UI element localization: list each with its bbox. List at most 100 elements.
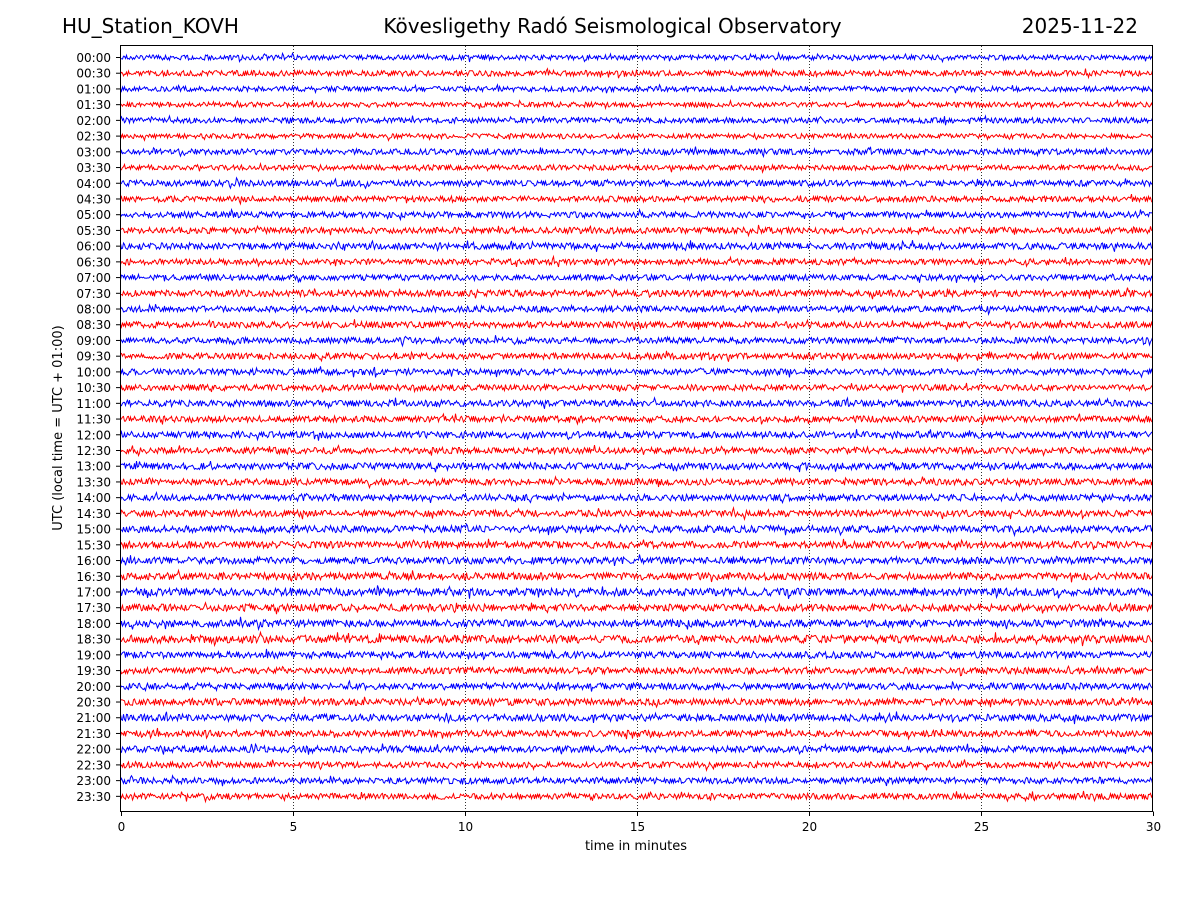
y-tick-label: 02:30 [76, 130, 111, 144]
y-tick-label: 20:30 [76, 696, 111, 710]
trace-2030 [120, 695, 1153, 709]
trace-1830 [120, 630, 1153, 648]
trace-0000 [120, 51, 1153, 64]
date-label: 2025-11-22 [1021, 14, 1138, 38]
y-tick-label: 15:00 [76, 523, 111, 537]
y-tick-label: 07:00 [76, 271, 111, 285]
trace-2200 [120, 742, 1153, 756]
trace-0300 [120, 146, 1153, 159]
plot-frame [120, 45, 1153, 812]
chart-title: Kövesligethy Radó Seismological Observat… [383, 14, 842, 38]
x-tick-label: 5 [290, 820, 298, 834]
trace-0330 [120, 161, 1153, 175]
y-tick-label: 23:00 [76, 774, 111, 788]
trace-0600 [120, 239, 1153, 253]
trace-1100 [120, 396, 1153, 410]
station-label: HU_Station_KOVH [62, 14, 239, 38]
y-tick-label: 14:30 [76, 507, 111, 521]
trace-1500 [120, 522, 1153, 538]
y-axis-label: UTC (local time = UTC + 01:00) [51, 325, 66, 530]
y-tick-label: 10:00 [76, 365, 111, 379]
y-tick-label: 19:30 [76, 664, 111, 678]
gridlines [293, 46, 982, 811]
trace-0830 [120, 318, 1153, 332]
trace-2000 [120, 679, 1153, 693]
trace-0400 [120, 176, 1153, 190]
trace-1230 [120, 444, 1153, 458]
trace-0930 [120, 350, 1153, 363]
y-tick-label: 00:30 [76, 67, 111, 81]
y-tick-label: 09:00 [76, 334, 111, 348]
trace-1630 [120, 568, 1153, 583]
trace-2230 [120, 759, 1153, 772]
trace-0430 [120, 193, 1153, 206]
x-axis-ticks: 0 5 10 15 20 25 30 [118, 811, 1161, 834]
trace-0230 [120, 131, 1153, 142]
trace-1530 [120, 538, 1153, 551]
x-tick-label: 25 [974, 820, 989, 834]
trace-1800 [120, 616, 1153, 632]
y-tick-label: 11:00 [76, 397, 111, 411]
trace-0130 [120, 98, 1153, 111]
trace-1430 [120, 506, 1153, 522]
y-tick-label: 21:00 [76, 711, 111, 725]
y-tick-label: 02:00 [76, 114, 111, 128]
trace-0630 [120, 254, 1153, 268]
trace-0530 [120, 224, 1153, 238]
trace-0200 [120, 114, 1153, 126]
y-tick-label: 16:00 [76, 554, 111, 568]
y-tick-label: 05:00 [76, 208, 111, 222]
trace-1130 [120, 412, 1153, 426]
y-tick-label: 14:00 [76, 491, 111, 505]
y-tick-label: 22:00 [76, 743, 111, 757]
y-tick-label: 08:30 [76, 318, 111, 332]
y-tick-label: 19:00 [76, 648, 111, 662]
y-tick-label: 03:00 [76, 145, 111, 159]
trace-1930 [120, 664, 1153, 677]
trace-0030 [120, 67, 1153, 80]
y-tick-label: 18:00 [76, 617, 111, 631]
y-tick-label: 20:00 [76, 680, 111, 694]
y-tick-label: 12:30 [76, 444, 111, 458]
x-tick-label: 0 [118, 820, 126, 834]
trace-0100 [120, 83, 1153, 95]
trace-0900 [120, 335, 1153, 348]
trace-1200 [120, 429, 1153, 442]
trace-2100 [120, 711, 1153, 725]
y-tick-label: 03:30 [76, 161, 111, 175]
y-tick-label: 13:30 [76, 475, 111, 489]
x-tick-label: 10 [458, 820, 473, 834]
x-axis-label: time in minutes [585, 839, 687, 854]
y-tick-label: 07:30 [76, 287, 111, 301]
trace-0730 [120, 287, 1153, 300]
y-tick-label: 22:30 [76, 758, 111, 772]
y-tick-label: 23:30 [76, 790, 111, 804]
y-tick-label: 17:30 [76, 601, 111, 615]
trace-1330 [120, 475, 1153, 490]
y-tick-label: 15:30 [76, 538, 111, 552]
y-tick-label: 17:00 [76, 585, 111, 599]
y-tick-label: 09:30 [76, 350, 111, 364]
trace-1030 [120, 382, 1153, 394]
y-tick-label: 08:00 [76, 303, 111, 317]
y-tick-label: 04:30 [76, 192, 111, 206]
trace-1730 [120, 601, 1153, 615]
y-tick-label: 06:30 [76, 255, 111, 269]
y-tick-label: 00:00 [76, 51, 111, 65]
y-tick-label: 13:00 [76, 460, 111, 474]
trace-0500 [120, 207, 1153, 222]
y-tick-label: 05:30 [76, 224, 111, 238]
trace-1600 [120, 554, 1153, 567]
traces [120, 51, 1153, 804]
x-tick-label: 15 [630, 820, 645, 834]
y-tick-label: 04:00 [76, 177, 111, 191]
y-tick-label: 06:00 [76, 240, 111, 254]
y-tick-label: 18:30 [76, 633, 111, 647]
y-tick-label: 12:00 [76, 428, 111, 442]
y-tick-label: 16:30 [76, 570, 111, 584]
y-tick-label: 01:00 [76, 82, 111, 96]
trace-2130 [120, 727, 1153, 741]
trace-1000 [120, 366, 1153, 379]
